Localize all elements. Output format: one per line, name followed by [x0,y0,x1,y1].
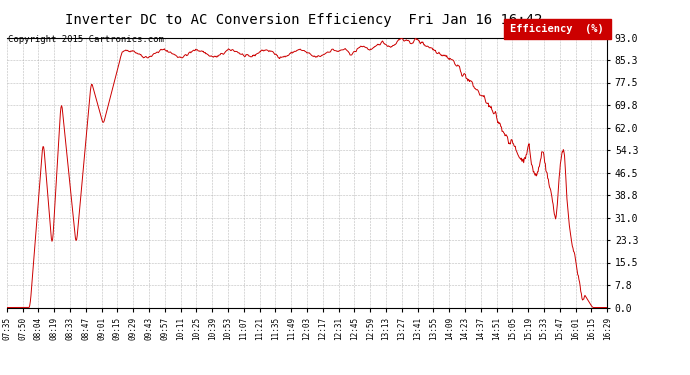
Text: Inverter DC to AC Conversion Efficiency  Fri Jan 16 16:42: Inverter DC to AC Conversion Efficiency … [65,13,542,27]
Text: Efficiency  (%): Efficiency (%) [511,24,604,34]
Text: Copyright 2015 Cartronics.com: Copyright 2015 Cartronics.com [8,34,164,44]
